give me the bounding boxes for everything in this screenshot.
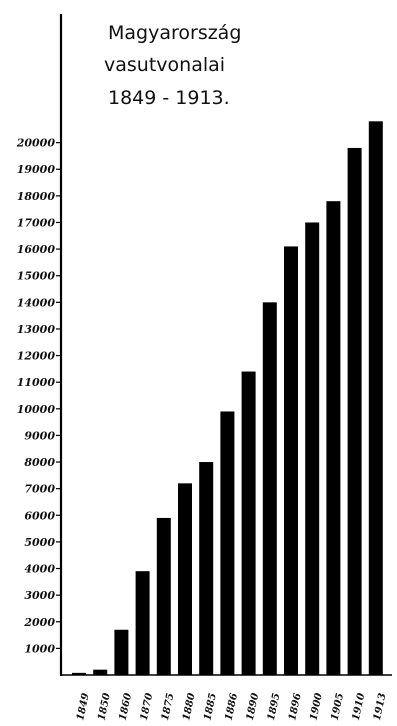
bar bbox=[114, 629, 129, 675]
y-tick-label: 7000 bbox=[24, 483, 55, 496]
y-tick-label: 14000 bbox=[17, 296, 56, 309]
x-tick-label: 1886 bbox=[224, 692, 241, 722]
x-tick-label: 1880 bbox=[181, 692, 198, 722]
chart-title-line-1: Magyarország bbox=[108, 22, 241, 44]
x-tick-label: 1900 bbox=[308, 692, 325, 722]
x-tick-label: 1913 bbox=[372, 692, 389, 722]
x-tick-labels: 1849 1850 1860 1870 1875 1880 1885 1886 1890 1895… bbox=[75, 692, 388, 722]
x-tick-label: 1849 bbox=[75, 692, 92, 722]
y-tick-label: 3000 bbox=[24, 589, 55, 602]
y-tick-label: 18000 bbox=[17, 190, 56, 203]
y-tick-label: 19000 bbox=[17, 163, 56, 176]
x-tick-label: 1850 bbox=[96, 692, 113, 722]
x-tick-label: 1896 bbox=[287, 692, 304, 722]
bar bbox=[72, 672, 86, 676]
y-tick-label: 9000 bbox=[24, 429, 55, 442]
y-tick-label: 1000 bbox=[24, 642, 55, 655]
y-ticks: 1000 2000 3000 4000 5000 6000 7000 8000 9000 1000… bbox=[16, 137, 61, 655]
y-tick-label: 4000 bbox=[24, 563, 55, 576]
y-tick-label: 8000 bbox=[24, 456, 55, 469]
x-tick-label: 1895 bbox=[266, 692, 283, 722]
bar bbox=[368, 121, 383, 676]
bar bbox=[241, 371, 256, 675]
bar bbox=[305, 222, 320, 675]
y-tick-label: 20000 bbox=[16, 137, 56, 150]
y-tick-label: 16000 bbox=[17, 243, 56, 256]
x-tick-label: 1885 bbox=[202, 692, 219, 722]
y-tick-label: 10000 bbox=[17, 403, 56, 416]
x-tick-label: 1860 bbox=[118, 692, 135, 722]
y-tick-label: 13000 bbox=[17, 323, 56, 336]
y-tick-label: 5000 bbox=[24, 536, 55, 549]
bar bbox=[284, 246, 298, 675]
x-tick-label: 1870 bbox=[139, 692, 156, 722]
bar bbox=[262, 302, 277, 675]
chart-title-line-3: 1849 - 1913. bbox=[108, 87, 230, 109]
y-tick-label: 6000 bbox=[24, 509, 55, 522]
bar bbox=[347, 147, 362, 675]
bars bbox=[72, 121, 383, 676]
bar bbox=[220, 411, 235, 675]
bar bbox=[156, 517, 171, 675]
bar bbox=[199, 462, 214, 675]
y-tick-label: 12000 bbox=[17, 350, 56, 363]
y-tick-label: 15000 bbox=[17, 270, 56, 283]
y-tick-label: 2000 bbox=[23, 616, 55, 629]
y-tick-label: 11000 bbox=[17, 376, 56, 389]
bar bbox=[93, 669, 108, 675]
x-tick-label: 1905 bbox=[330, 692, 347, 722]
bar bbox=[178, 483, 192, 675]
bar bbox=[326, 201, 341, 675]
x-tick-label: 1875 bbox=[160, 692, 177, 722]
chart-title-line-2: vasutvonalai bbox=[104, 54, 225, 76]
bar bbox=[135, 571, 150, 675]
y-tick-label: 17000 bbox=[17, 216, 56, 229]
x-tick-label: 1890 bbox=[245, 692, 262, 722]
x-tick-label: 1910 bbox=[351, 692, 368, 722]
